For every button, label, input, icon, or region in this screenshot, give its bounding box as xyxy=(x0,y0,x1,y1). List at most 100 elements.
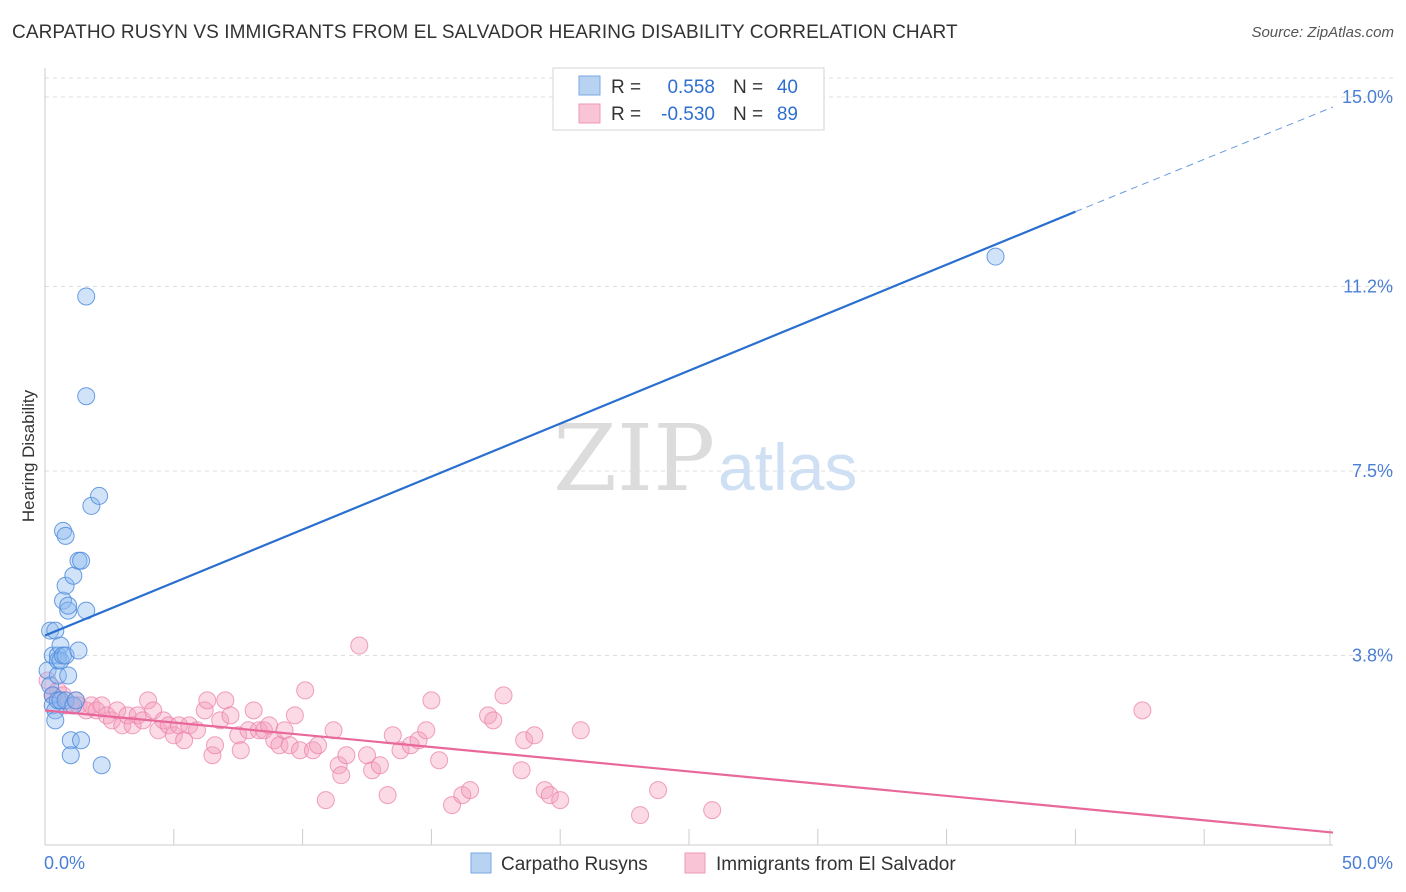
data-point-el-salvador xyxy=(551,791,570,810)
data-point-el-salvador xyxy=(370,756,389,775)
data-point-el-salvador xyxy=(303,741,322,760)
watermark-atlas: atlas xyxy=(718,430,857,504)
bottom-legend-swatch-blue xyxy=(470,852,492,874)
data-point-el-salvador xyxy=(280,736,299,755)
source-label: Source: ZipAtlas.com xyxy=(1251,24,1394,41)
legend-r-label-2: R = xyxy=(611,104,641,125)
data-point-el-salvador xyxy=(535,781,554,800)
data-point-carpatho-rusyn xyxy=(92,756,111,775)
data-point-carpatho-rusyn xyxy=(48,666,67,685)
watermark: ZIP atlas xyxy=(553,405,857,512)
legend-r-value-1: 0.558 xyxy=(667,77,715,98)
legend-n-label-2: N = xyxy=(733,104,763,125)
x-axis-ticks xyxy=(173,829,1331,845)
data-point-el-salvador xyxy=(461,781,480,800)
data-point-el-salvador xyxy=(309,736,328,755)
data-point-el-salvador xyxy=(350,636,369,655)
data-point-carpatho-rusyn xyxy=(59,666,78,685)
data-point-carpatho-rusyn xyxy=(56,576,75,595)
legend-n-value-2: 89 xyxy=(777,104,798,125)
y-tick-label: 15.0% xyxy=(1342,87,1393,107)
data-point-el-salvador xyxy=(515,731,534,750)
data-point-carpatho-rusyn xyxy=(82,496,101,515)
watermark-zip: ZIP xyxy=(553,405,715,512)
data-point-carpatho-rusyn xyxy=(77,387,96,406)
data-point-el-salvador xyxy=(417,721,436,740)
data-point-el-salvador xyxy=(378,786,397,805)
data-point-el-salvador xyxy=(244,701,263,720)
legend-swatch-pink xyxy=(578,103,601,124)
series-carpatho-rusyns-points xyxy=(38,247,1005,775)
data-point-el-salvador xyxy=(571,721,590,740)
data-point-carpatho-rusyn xyxy=(51,651,70,670)
data-point-el-salvador xyxy=(123,716,142,735)
data-point-carpatho-rusyn xyxy=(66,691,85,710)
y-tick-label: 3.8% xyxy=(1352,646,1393,666)
x-tick-label-min: 0.0% xyxy=(44,853,85,873)
bottom-legend-label-el-salvador: Immigrants from El Salvador xyxy=(716,854,956,875)
y-axis-tick-labels: 3.8% 7.5% 11.2% 15.0% xyxy=(1342,87,1393,666)
data-point-carpatho-rusyn xyxy=(64,566,83,585)
data-point-el-salvador xyxy=(649,781,668,800)
chart-title: CARPATHO RUSYN VS IMMIGRANTS FROM EL SAL… xyxy=(12,22,958,43)
data-point-el-salvador xyxy=(484,711,503,730)
data-point-carpatho-rusyn xyxy=(72,731,91,750)
y-axis-title: Hearing Disability xyxy=(19,389,38,522)
data-point-el-salvador xyxy=(703,801,722,820)
bottom-legend: Carpatho Rusyns Immigrants from El Salva… xyxy=(470,852,956,875)
data-point-el-salvador xyxy=(430,751,449,770)
data-point-el-salvador xyxy=(1133,701,1152,720)
data-point-el-salvador xyxy=(206,736,225,755)
trend-line-el-salvador xyxy=(44,709,1334,834)
data-point-carpatho-rusyn xyxy=(59,601,78,620)
data-point-el-salvador xyxy=(285,706,304,725)
data-point-carpatho-rusyn xyxy=(77,287,96,306)
data-point-el-salvador xyxy=(422,691,441,710)
y-tick-label: 7.5% xyxy=(1352,461,1393,481)
y-tick-label: 11.2% xyxy=(1343,276,1393,296)
legend-r-label-1: R = xyxy=(611,77,641,98)
data-point-el-salvador xyxy=(512,761,531,780)
data-point-carpatho-rusyn xyxy=(69,641,88,660)
data-point-el-salvador xyxy=(316,791,335,810)
legend-n-label-1: N = xyxy=(733,77,763,98)
bottom-legend-label-carpatho-rusyns: Carpatho Rusyns xyxy=(501,854,648,875)
trend-line-carpatho-rusyns-extension xyxy=(1075,106,1334,213)
data-point-el-salvador xyxy=(216,691,235,710)
data-point-el-salvador xyxy=(525,726,544,745)
data-point-el-salvador xyxy=(221,706,240,725)
data-point-el-salvador xyxy=(296,681,315,700)
legend-swatch-blue xyxy=(578,75,601,96)
data-point-el-salvador xyxy=(479,706,498,725)
bottom-legend-swatch-pink xyxy=(684,852,706,874)
data-point-el-salvador xyxy=(229,726,248,745)
data-point-el-salvador xyxy=(332,766,351,785)
data-point-el-salvador xyxy=(164,726,183,745)
data-point-el-salvador xyxy=(139,691,158,710)
data-point-el-salvador xyxy=(198,691,217,710)
data-point-el-salvador xyxy=(211,711,230,730)
trend-lines xyxy=(44,106,1334,834)
data-point-el-salvador xyxy=(540,786,559,805)
legend-n-value-1: 40 xyxy=(777,77,798,98)
data-point-el-salvador xyxy=(291,741,310,760)
series-immigrants-el-salvador-points xyxy=(38,636,1152,825)
data-point-el-salvador xyxy=(391,741,410,760)
data-point-carpatho-rusyn xyxy=(59,596,78,615)
data-point-carpatho-rusyn xyxy=(90,486,109,505)
trend-line-carpatho-rusyns xyxy=(44,210,1076,637)
data-point-carpatho-rusyn xyxy=(56,526,75,545)
data-point-el-salvador xyxy=(383,726,402,745)
data-point-el-salvador xyxy=(337,746,356,765)
legend-r-value-2: -0.530 xyxy=(661,104,715,125)
stats-legend: R = 0.558 N = 40 R = -0.530 N = 89 xyxy=(552,67,825,131)
data-point-carpatho-rusyn xyxy=(72,551,91,570)
data-point-carpatho-rusyn xyxy=(54,521,73,540)
data-point-carpatho-rusyn xyxy=(61,731,80,750)
x-tick-label-max: 50.0% xyxy=(1342,853,1393,873)
data-point-carpatho-rusyn xyxy=(46,711,65,730)
data-point-el-salvador xyxy=(631,806,650,825)
data-point-el-salvador xyxy=(231,741,250,760)
data-point-carpatho-rusyn xyxy=(54,591,73,610)
data-point-carpatho-rusyn xyxy=(986,247,1005,266)
